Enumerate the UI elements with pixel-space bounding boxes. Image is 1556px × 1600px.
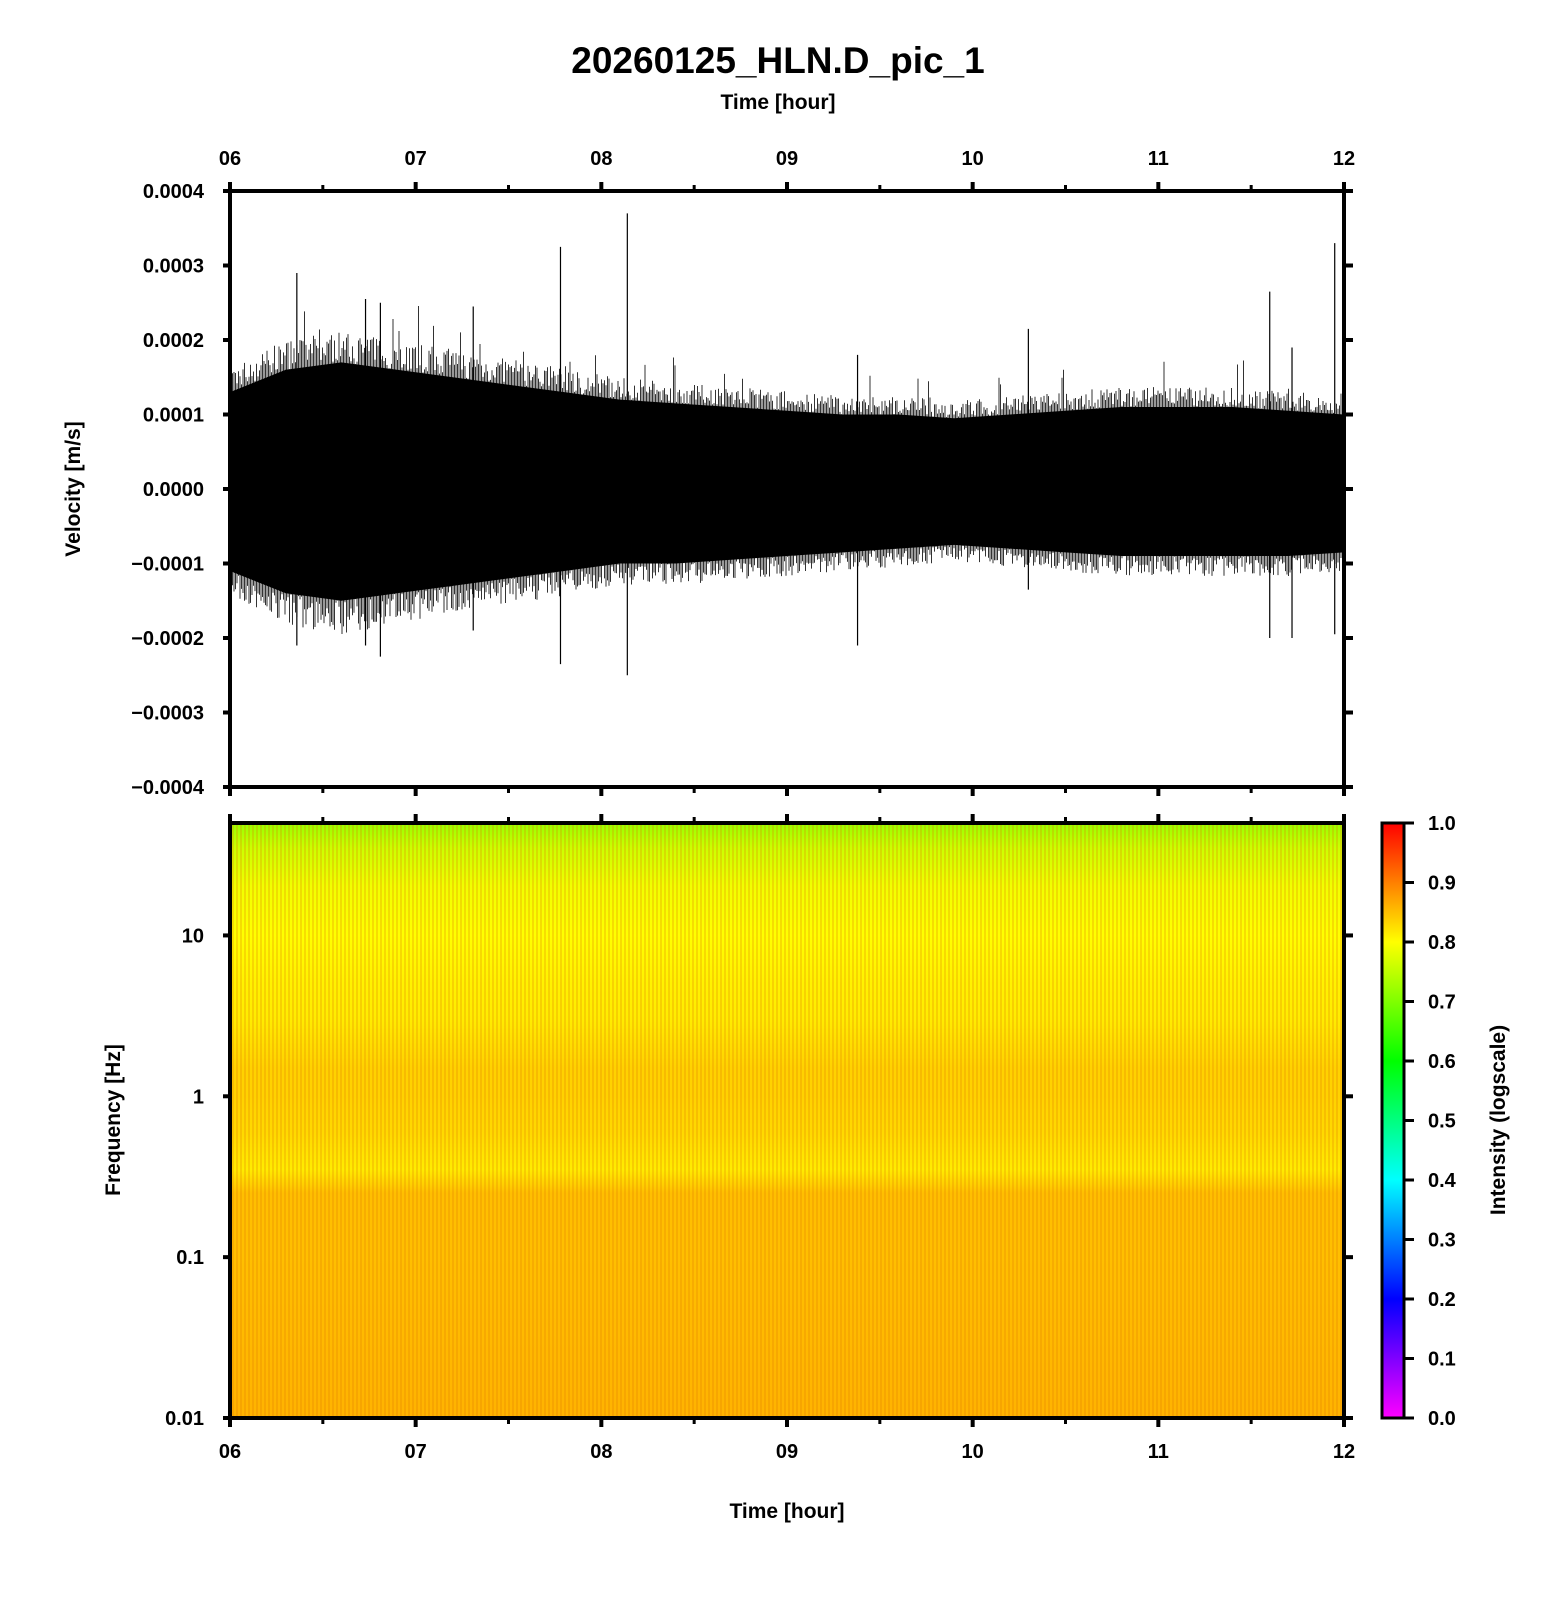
x-tick-label: 09 xyxy=(776,1441,798,1463)
x-tick-label: 08 xyxy=(590,1441,612,1463)
y-tick-label: −0.0004 xyxy=(131,777,205,799)
x-tick-label: 11 xyxy=(1148,148,1169,170)
waveform-y-axis-label: Velocity [m/s] xyxy=(62,421,85,556)
colorbar-tick-label: 0.8 xyxy=(1428,932,1456,954)
x-tick-label: 11 xyxy=(1148,1441,1169,1463)
colorbar: 0.0 0.1 0.2 0.3 0.4 0.5 0.6 0.7 0.8 0.9 1.0 xyxy=(1380,813,1457,1430)
y-tick-label: 0.0001 xyxy=(143,405,204,427)
x-tick-label: 10 xyxy=(962,148,984,170)
x-tick-label: 10 xyxy=(962,1441,984,1463)
y-tick-label: 0.0003 xyxy=(143,256,204,278)
y-tick-label: −0.0003 xyxy=(131,703,204,725)
y-tick-label: 0.0000 xyxy=(143,479,204,501)
colorbar-tick-label: 0.5 xyxy=(1428,1111,1456,1133)
x-tick-label: 12 xyxy=(1333,1441,1355,1463)
colorbar-ticks: 0.0 0.1 0.2 0.3 0.4 0.5 0.6 0.7 0.8 0.9 1.0 xyxy=(1404,813,1457,1430)
waveform-spikes xyxy=(296,213,1336,676)
colorbar-tick-label: 1.0 xyxy=(1428,813,1456,835)
colorbar-tick-label: 0.3 xyxy=(1428,1230,1456,1252)
colorbar-tick-label: 0.4 xyxy=(1428,1170,1457,1192)
waveform-ticks xyxy=(223,182,1353,796)
spectrogram-ticks xyxy=(223,814,1353,1427)
x-tick-label: 07 xyxy=(405,1441,427,1463)
y-tick-label: 0.0004 xyxy=(143,181,205,203)
bottom-x-tick-labels: 06 07 08 09 10 11 12 xyxy=(219,1441,1355,1463)
spectrogram-y-axis-label: Frequency [Hz] xyxy=(102,1044,125,1196)
waveform-panel: 0.0004 0.0003 0.0002 0.0001 0.0000 −0.0001 −0.… xyxy=(131,181,1353,799)
spectrogram-y-tick-labels: 10 1 0.1 0.01 xyxy=(165,925,204,1430)
x-tick-label: 06 xyxy=(219,148,241,170)
top-x-tick-labels: 06 07 08 09 10 11 12 xyxy=(219,148,1355,170)
colorbar-tick-label: 0.6 xyxy=(1428,1051,1456,1073)
colorbar-tick-label: 0.1 xyxy=(1428,1349,1456,1371)
x-tick-label: 07 xyxy=(405,148,427,170)
spectrogram-texture xyxy=(230,823,1344,1418)
bottom-x-axis-label: Time [hour] xyxy=(729,1500,844,1523)
colorbar-tick-label: 0.2 xyxy=(1428,1289,1456,1311)
y-tick-label: 0.01 xyxy=(165,1408,204,1430)
top-x-axis-label: Time [hour] xyxy=(720,91,835,114)
chart-title: 20260125_HLN.D_pic_1 xyxy=(571,40,984,81)
y-tick-label: 10 xyxy=(182,925,204,947)
x-tick-label: 09 xyxy=(776,148,798,170)
y-tick-label: −0.0001 xyxy=(131,554,204,576)
colorbar-tick-label: 0.9 xyxy=(1428,873,1456,895)
waveform-layer xyxy=(230,306,1344,634)
y-tick-label: 0.1 xyxy=(176,1247,204,1269)
colorbar-scale xyxy=(1380,821,1406,1420)
y-tick-label: 0.0002 xyxy=(143,330,204,352)
colorbar-tick-label: 0.7 xyxy=(1428,992,1456,1014)
x-tick-label: 12 xyxy=(1333,148,1355,170)
y-tick-label: 1 xyxy=(193,1086,204,1108)
waveform-y-tick-labels: 0.0004 0.0003 0.0002 0.0001 0.0000 −0.0001 −0.… xyxy=(131,181,205,799)
x-tick-label: 06 xyxy=(219,1441,241,1463)
y-tick-label: −0.0002 xyxy=(131,628,204,650)
colorbar-label: Intensity (logscale) xyxy=(1487,1025,1510,1215)
x-tick-label: 08 xyxy=(590,148,612,170)
spectrogram-panel: 10 1 0.1 0.01 06 07 08 09 10 11 12 xyxy=(165,814,1355,1463)
colorbar-tick-label: 0.0 xyxy=(1428,1408,1456,1430)
